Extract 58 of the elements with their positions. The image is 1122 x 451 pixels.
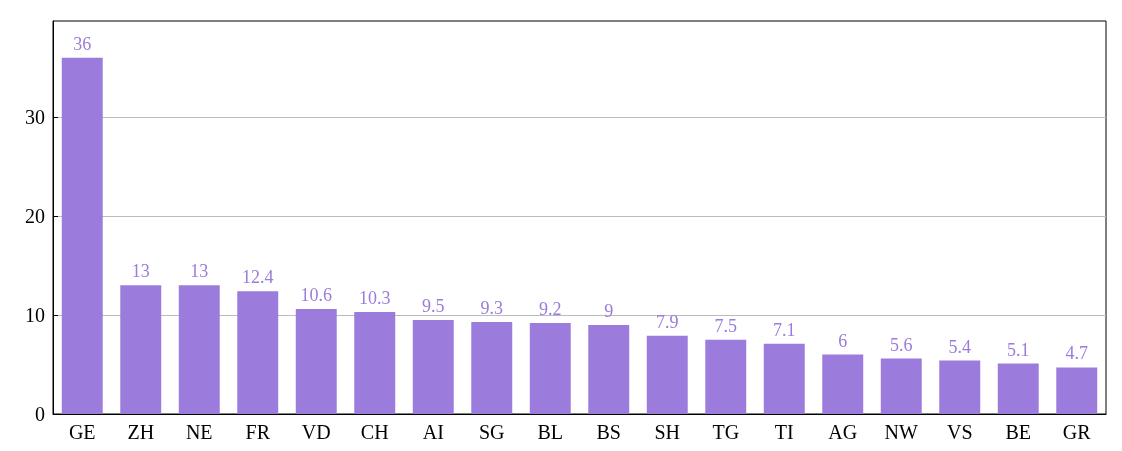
data-label: 9.5 (422, 295, 445, 316)
x-tick-label: VD (301, 421, 331, 443)
bar (880, 358, 922, 414)
data-label: 7.1 (773, 319, 796, 340)
x-tick-label: BS (596, 421, 621, 443)
x-tick-label: TG (712, 421, 740, 443)
data-label: 7.9 (656, 311, 679, 332)
data-label: 12.4 (242, 267, 274, 288)
data-label: 10.6 (300, 285, 332, 306)
data-label: 13 (131, 261, 150, 282)
y-tick-label: 0 (35, 403, 45, 425)
bar (763, 343, 805, 414)
bar (412, 319, 454, 414)
data-label: 5.4 (948, 336, 971, 357)
x-tick-label: VS (946, 421, 973, 443)
data-label: 5.6 (890, 334, 913, 355)
bar (705, 339, 747, 414)
x-tick-label: NW (884, 421, 919, 443)
x-tick-label: GE (68, 421, 96, 443)
x-tick-label: AG (828, 421, 858, 443)
data-label: 36 (73, 33, 92, 54)
bar (822, 354, 864, 414)
data-label: 9.3 (480, 297, 503, 318)
bar (471, 321, 513, 414)
bar (997, 363, 1039, 414)
x-tick-label: TI (774, 421, 794, 443)
bar (178, 285, 220, 414)
bar (295, 309, 337, 414)
data-label: 13 (190, 261, 209, 282)
bar (588, 324, 630, 414)
x-tick-label: ZH (127, 421, 155, 443)
bar (61, 57, 103, 414)
x-tick-label: SH (654, 421, 681, 443)
y-tick-label: 10 (25, 304, 45, 327)
bar (354, 312, 396, 414)
bar (529, 322, 571, 414)
x-tick-label: AI (422, 421, 444, 443)
data-label: 9.2 (539, 298, 562, 319)
x-tick-label: BE (1005, 421, 1032, 443)
data-label: 9 (604, 300, 614, 321)
y-tick-label: 30 (25, 106, 45, 129)
bar (939, 360, 981, 414)
x-tick-label: SG (478, 421, 505, 443)
bar (120, 285, 162, 414)
data-label: 6 (838, 330, 848, 351)
data-label: 7.5 (714, 315, 737, 336)
bar (237, 291, 279, 414)
y-tick-label: 20 (25, 205, 45, 228)
bar (646, 335, 688, 414)
x-tick-label: BL (537, 421, 564, 443)
x-tick-label: FR (245, 421, 271, 443)
x-tick-label: NE (185, 421, 213, 443)
x-tick-label: GR (1062, 421, 1092, 443)
data-label: 5.1 (1007, 339, 1030, 360)
data-label: 4.7 (1065, 343, 1088, 364)
bar (1056, 367, 1098, 414)
x-tick-label: CH (360, 421, 389, 443)
data-label: 10.3 (359, 288, 391, 309)
